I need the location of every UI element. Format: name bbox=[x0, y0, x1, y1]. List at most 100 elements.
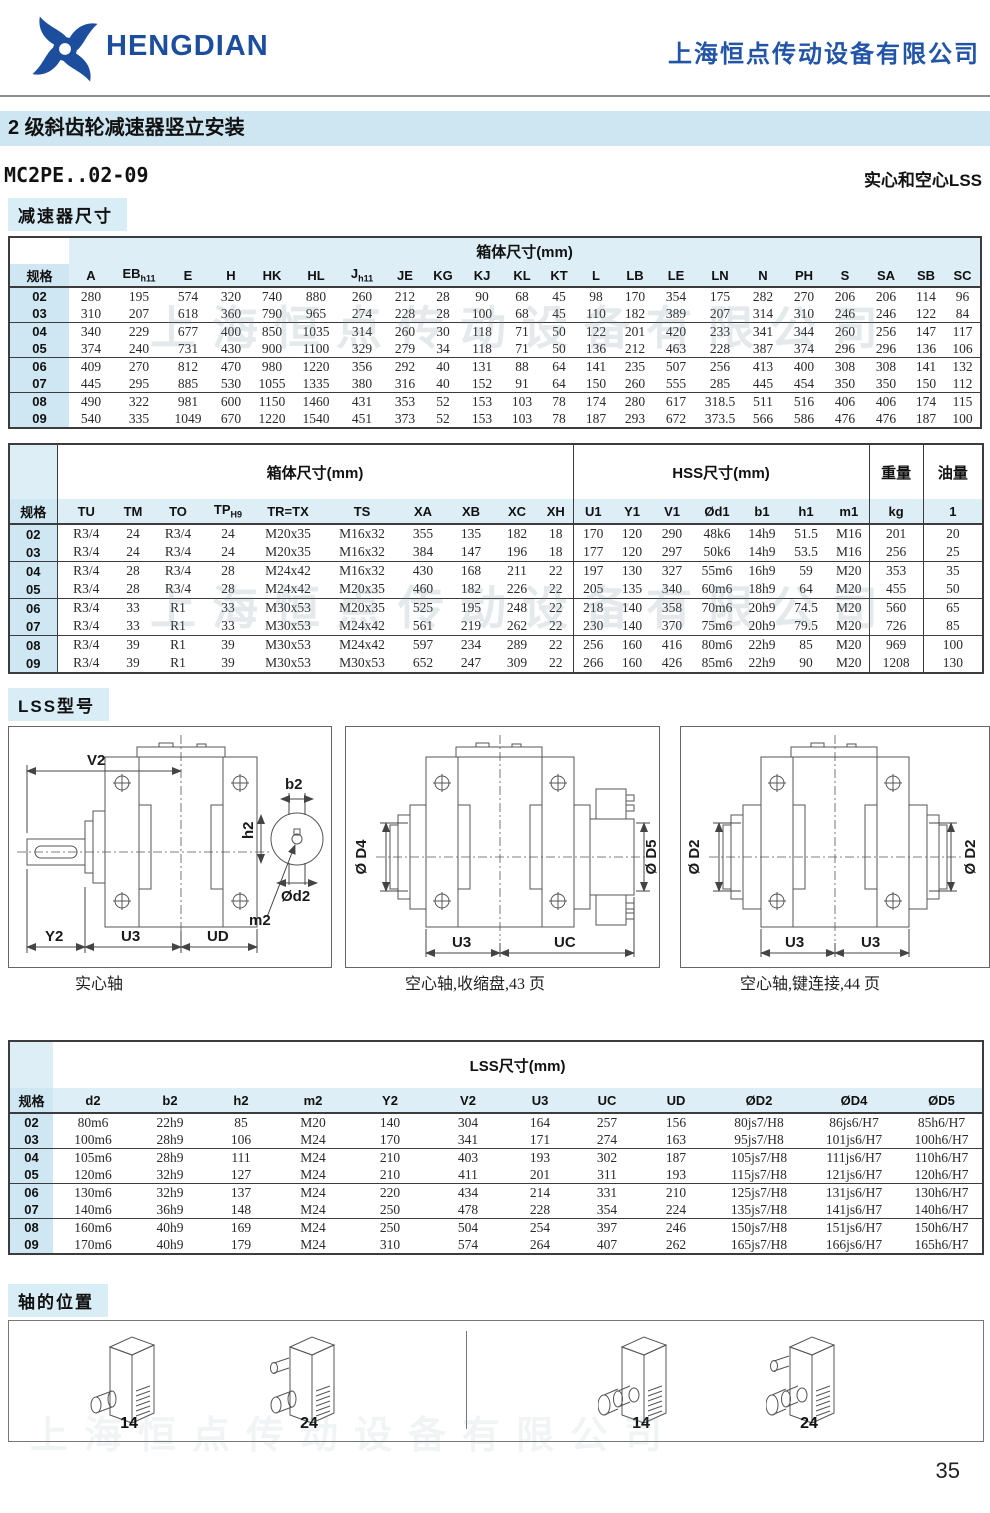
column-header: UD bbox=[641, 1088, 711, 1114]
column-header: KJ bbox=[461, 264, 503, 288]
table-cell: 403 bbox=[457, 1149, 479, 1165]
dim-label-h2: h2 bbox=[240, 821, 257, 839]
table-cell: 406 bbox=[834, 393, 856, 409]
table-cell: 322 bbox=[128, 393, 150, 409]
table-cell: 168 bbox=[460, 563, 482, 578]
group-header-cell: HSS尺寸(mm) bbox=[572, 444, 870, 499]
table-cell: 207 bbox=[697, 305, 743, 323]
table-cell: M16 bbox=[836, 526, 862, 541]
section-label-reducer-dimensions: 减速器尺寸 bbox=[8, 198, 127, 231]
table-cell: 511 bbox=[753, 393, 773, 409]
table-cell: 250 bbox=[351, 1201, 429, 1219]
table-cell: 431 bbox=[351, 393, 373, 409]
spec-cell: 07 bbox=[9, 617, 58, 636]
table-cell: 50 bbox=[922, 580, 984, 599]
table-cell: 309 bbox=[495, 654, 539, 674]
table-cell: 201 bbox=[507, 1166, 573, 1184]
table-cell: 256 bbox=[868, 543, 924, 562]
table-cell: 420 bbox=[665, 323, 687, 339]
table-cell: 140 bbox=[613, 617, 652, 636]
column-header: XC bbox=[495, 499, 539, 525]
table-cell: 285 bbox=[697, 375, 743, 393]
table-header-row: 规格 TU TM TO TPH9 TR=TX TS XA XB XC XH U1 Y1 V1 Ød1 b1 h1… bbox=[9, 499, 984, 525]
table-cell: 64 bbox=[783, 580, 830, 599]
table-cell: 358 bbox=[661, 600, 683, 615]
table-cell: 74.5 bbox=[794, 600, 818, 615]
spec-cell: 08 bbox=[9, 392, 69, 410]
table-cell: 340 bbox=[651, 580, 694, 599]
table-cell: 254 bbox=[529, 1219, 551, 1235]
dim-label-d4: Ø D4 bbox=[353, 839, 370, 875]
table-cell: R3/4 bbox=[164, 526, 192, 541]
table-cell: 228 bbox=[507, 1201, 573, 1219]
table-cell: 14h9 bbox=[741, 543, 784, 562]
table-cell: 45 bbox=[552, 288, 566, 304]
spec-cell: 09 bbox=[9, 1236, 53, 1255]
table-cell: 1055 bbox=[251, 375, 293, 393]
table-cell: 120h6/H7 bbox=[901, 1166, 984, 1184]
spec-cell: 02 bbox=[9, 1113, 53, 1131]
hollow-shaft-keyed-diagram: Ø D2 Ø D2 U3 U3 bbox=[686, 735, 979, 957]
shaft-end-detail bbox=[270, 812, 324, 866]
column-header: XB bbox=[447, 499, 495, 525]
column-header: L bbox=[577, 264, 615, 288]
table-cell: 228 bbox=[385, 305, 425, 323]
table-cell: 341 bbox=[752, 323, 774, 339]
table-cell: 64 bbox=[552, 358, 566, 374]
table-cell: 670 bbox=[211, 410, 251, 429]
table-cell: 85 bbox=[799, 637, 813, 652]
table-row: 04 340 229 677 400 850 1035 314 260 30 118 71 50 122 2… bbox=[9, 322, 981, 340]
table-cell: 165h6/H7 bbox=[901, 1236, 984, 1255]
table-cell: 297 bbox=[651, 543, 694, 562]
logo-wordmark: HENGDIAN bbox=[106, 30, 269, 62]
column-header: V2 bbox=[429, 1088, 507, 1114]
table-cell: 280 bbox=[624, 393, 646, 409]
table-cell: 416 bbox=[661, 637, 683, 652]
table-cell: 78 bbox=[541, 410, 577, 429]
page-number: 35 bbox=[935, 1458, 960, 1483]
table-cell: 50k6 bbox=[693, 543, 742, 562]
table-cell: 20 bbox=[922, 524, 984, 543]
table-row: 04 105m6 28h9 111 M24 210 403 193 302 187 105js7/H… bbox=[9, 1148, 983, 1166]
table-cell: 28 bbox=[425, 305, 461, 323]
column-header: PH bbox=[783, 264, 825, 288]
shaft-position-24-solid-icon bbox=[270, 1336, 336, 1424]
table-cell: 50 bbox=[552, 323, 566, 339]
table-cell: M20 bbox=[829, 580, 870, 599]
column-header: TM bbox=[115, 499, 151, 525]
table-cell: 354 bbox=[573, 1201, 641, 1219]
table-row: 02 80m6 22h9 85 M20 140 304 164 257 156 80js7/H8 86… bbox=[9, 1113, 983, 1131]
table-cell: 310 bbox=[783, 305, 825, 323]
table-cell: 14h9 bbox=[748, 526, 776, 541]
spec-cell: 06 bbox=[9, 1183, 53, 1201]
table-cell: 1220 bbox=[251, 410, 293, 429]
table-cell: 140m6 bbox=[53, 1201, 133, 1219]
table-cell: 79.5 bbox=[783, 617, 830, 636]
table-row: 02 280 195 574 320 740 880 260 212 28 90 68 45 98 170 3… bbox=[9, 287, 981, 305]
column-header: KT bbox=[541, 264, 577, 288]
table-cell: 30 bbox=[436, 323, 450, 339]
spec-cell: 05 bbox=[9, 1166, 53, 1184]
column-header: Y2 bbox=[351, 1088, 429, 1114]
table-cell: 40 bbox=[436, 358, 450, 374]
dim-label-uc: UC bbox=[554, 934, 576, 951]
spec-cell: 03 bbox=[9, 543, 58, 562]
table-cell: M30x53 bbox=[265, 637, 311, 652]
table-group-header-row: 箱体尺寸(mm) HSS尺寸(mm) 重量 油量 bbox=[9, 444, 984, 499]
table-cell: 16h9 bbox=[748, 563, 776, 578]
spec-cell: 07 bbox=[9, 1201, 53, 1219]
position-label: 14 bbox=[632, 1415, 650, 1432]
table-cell: 246 bbox=[825, 305, 865, 323]
table-cell: 100m6 bbox=[53, 1131, 133, 1149]
table-cell: 229 bbox=[128, 323, 150, 339]
table-cell: 354 bbox=[665, 288, 687, 304]
dim-label-d2-right: Ø D2 bbox=[962, 839, 979, 874]
table-cell: 247 bbox=[447, 654, 495, 674]
spec-column-header: 规格 bbox=[9, 499, 58, 525]
table-cell: 187 bbox=[665, 1149, 687, 1165]
table-cell: 320 bbox=[220, 288, 242, 304]
column-header: TO bbox=[151, 499, 205, 525]
spec-cell: 09 bbox=[9, 410, 69, 429]
table-cell: 1049 bbox=[165, 410, 211, 429]
table-cell: 566 bbox=[743, 410, 783, 429]
